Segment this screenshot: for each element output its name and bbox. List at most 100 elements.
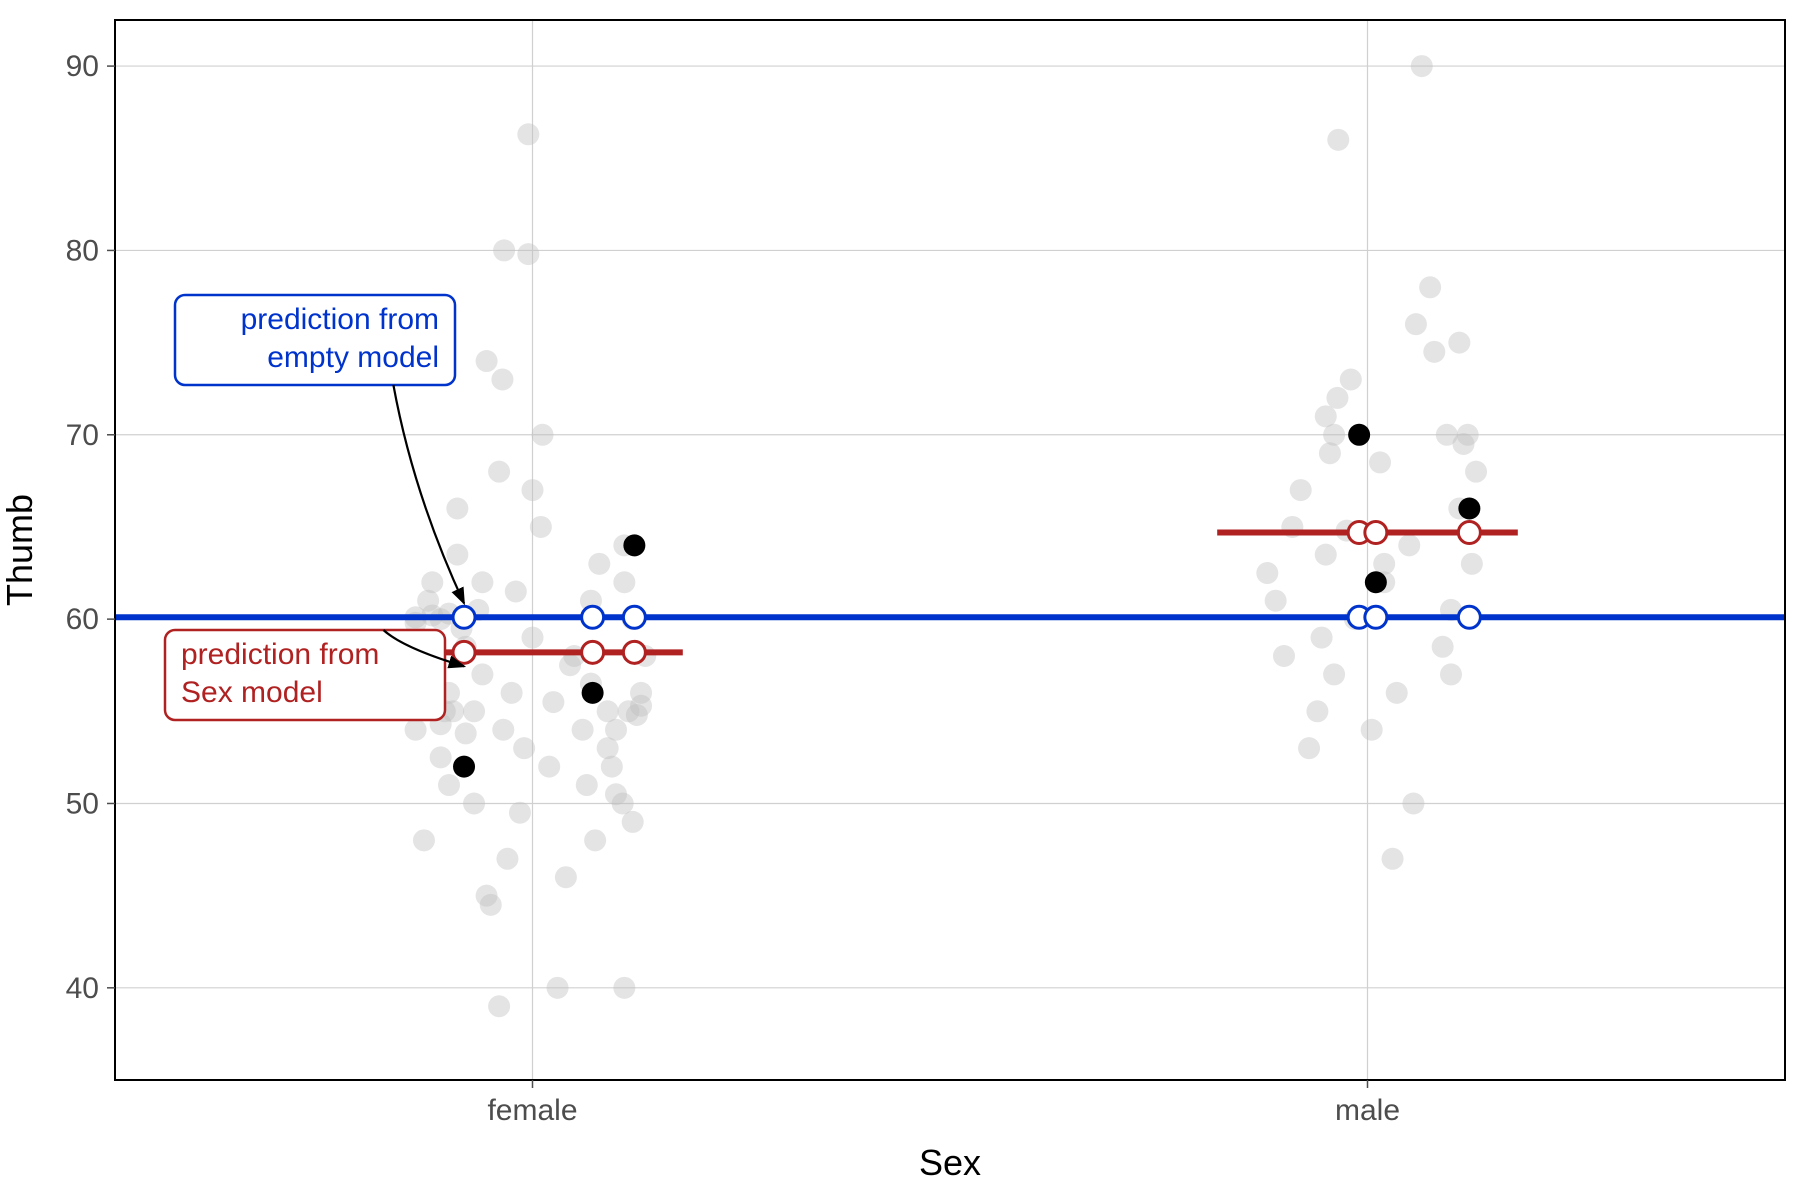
data-point: [1315, 405, 1337, 427]
data-point: [1306, 700, 1328, 722]
empty-model-prediction-point: [623, 606, 645, 628]
data-point: [572, 719, 594, 741]
data-point: [1273, 645, 1295, 667]
data-point: [601, 756, 623, 778]
data-point: [1326, 387, 1348, 409]
data-point: [1411, 55, 1433, 77]
data-point: [1461, 553, 1483, 575]
data-point: [1265, 590, 1287, 612]
y-tick-label: 70: [66, 419, 99, 452]
y-tick-label: 60: [66, 603, 99, 636]
data-point: [1457, 424, 1479, 446]
data-point: [471, 663, 493, 685]
highlighted-data-point: [1348, 424, 1370, 446]
data-point: [496, 848, 518, 870]
highlighted-data-point: [582, 682, 604, 704]
empty-model-prediction-point: [582, 606, 604, 628]
data-point: [405, 719, 427, 741]
data-point: [522, 627, 544, 649]
data-point: [613, 977, 635, 999]
data-point: [1405, 313, 1427, 335]
data-point: [547, 977, 569, 999]
sex-model-prediction-point: [1365, 521, 1387, 543]
data-point: [463, 700, 485, 722]
data-point: [1327, 129, 1349, 151]
data-point: [517, 123, 539, 145]
data-point: [1298, 737, 1320, 759]
data-point: [612, 792, 634, 814]
data-point: [576, 774, 598, 796]
highlighted-data-point: [1365, 571, 1387, 593]
data-point: [1402, 792, 1424, 814]
data-point: [1290, 479, 1312, 501]
data-point: [1369, 451, 1391, 473]
data-point: [463, 792, 485, 814]
data-point: [630, 695, 652, 717]
data-point: [1440, 663, 1462, 685]
data-point: [430, 746, 452, 768]
data-point: [1361, 719, 1383, 741]
data-point: [522, 479, 544, 501]
sex-model-prediction-point: [582, 641, 604, 663]
data-point: [605, 719, 627, 741]
data-point: [493, 239, 515, 261]
data-point: [517, 243, 539, 265]
sex-model-prediction-point: [1458, 521, 1480, 543]
highlighted-data-point: [1458, 498, 1480, 520]
data-point: [446, 498, 468, 520]
data-point: [513, 737, 535, 759]
data-point: [492, 719, 514, 741]
empty-model-prediction-point: [1365, 606, 1387, 628]
empty-model-prediction-point: [1458, 606, 1480, 628]
sex-model-annotation-text: Sex model: [181, 676, 323, 709]
data-point: [501, 682, 523, 704]
data-point: [1398, 534, 1420, 556]
data-point: [588, 553, 610, 575]
x-tick-label: female: [487, 1094, 577, 1127]
sex-model-prediction-point: [453, 641, 475, 663]
data-point: [542, 691, 564, 713]
x-axis-title: Sex: [919, 1142, 981, 1183]
data-point: [455, 722, 477, 744]
data-point: [1386, 682, 1408, 704]
data-point: [476, 885, 498, 907]
data-point: [1256, 562, 1278, 584]
data-point: [413, 829, 435, 851]
data-point: [421, 571, 443, 593]
data-point: [1448, 332, 1470, 354]
data-point: [446, 544, 468, 566]
x-tick-label: male: [1335, 1094, 1400, 1127]
data-point: [1315, 544, 1337, 566]
data-point: [438, 774, 460, 796]
thumb-by-sex-chart: prediction fromempty modelprediction fro…: [0, 0, 1800, 1200]
data-point: [613, 571, 635, 593]
y-tick-label: 50: [66, 787, 99, 820]
data-point: [509, 802, 531, 824]
highlighted-data-point: [453, 756, 475, 778]
data-point: [505, 580, 527, 602]
data-point: [1340, 368, 1362, 390]
y-axis-title: Thumb: [0, 494, 40, 606]
empty-model-prediction-point: [453, 606, 475, 628]
data-point: [471, 571, 493, 593]
data-point: [530, 516, 552, 538]
data-point: [1423, 341, 1445, 363]
data-point: [488, 461, 510, 483]
data-point: [532, 424, 554, 446]
y-tick-label: 80: [66, 234, 99, 267]
highlighted-data-point: [623, 534, 645, 556]
data-point: [1323, 663, 1345, 685]
data-point: [584, 829, 606, 851]
y-tick-label: 40: [66, 972, 99, 1005]
data-point: [491, 368, 513, 390]
empty-model-annotation-text: prediction from: [241, 303, 439, 336]
data-point: [1432, 636, 1454, 658]
data-point: [1311, 627, 1333, 649]
data-point: [555, 866, 577, 888]
y-tick-label: 90: [66, 50, 99, 83]
data-point: [1465, 461, 1487, 483]
data-point: [1419, 276, 1441, 298]
data-point: [559, 654, 581, 676]
data-point: [1382, 848, 1404, 870]
data-point: [1319, 442, 1341, 464]
